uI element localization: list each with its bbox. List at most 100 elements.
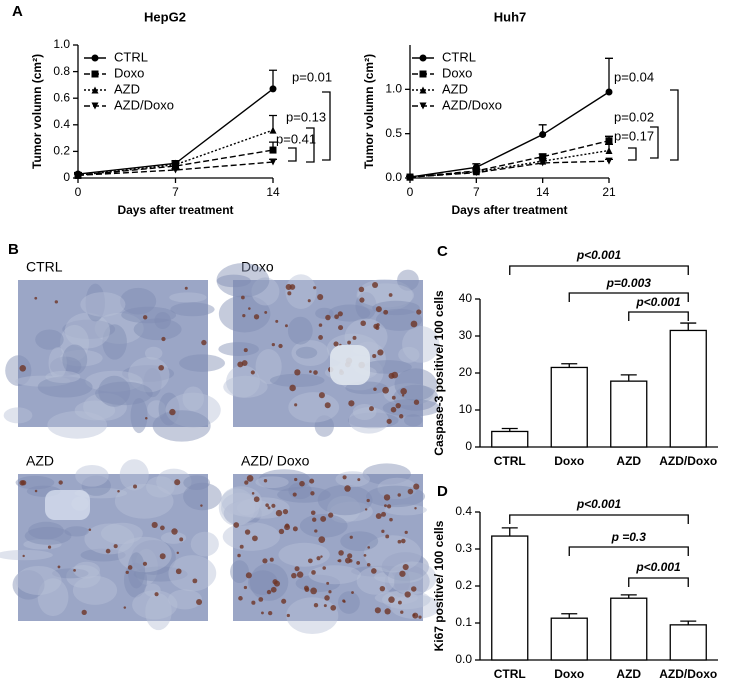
tissue-patch [64,526,89,537]
marker [605,147,613,155]
tissue-patch [168,589,202,610]
p-value: p =0.3 [611,530,647,544]
stained-cell [395,402,401,409]
stained-cell [388,596,395,603]
stained-cell [391,395,396,400]
tissue-patch [85,283,106,322]
stained-cell [233,522,240,528]
stained-cell [133,484,138,489]
bar [491,430,529,448]
tissue-patch [35,329,64,350]
stained-cell [386,418,392,424]
chart-title: HepG2 [144,9,186,24]
stained-cell [158,364,164,371]
legend-marker [419,86,427,94]
micrograph [18,280,208,427]
significance-bracket [568,546,689,556]
stained-cell [352,335,357,340]
stained-cell [358,286,365,293]
stained-cell [386,504,392,509]
tissue-patch [356,566,396,595]
significance-bracket [670,89,679,161]
stained-cell [289,384,296,392]
error-bar [605,57,613,92]
stained-cell [117,489,120,493]
tissue-patch [317,484,373,516]
tissue-patch [120,287,157,315]
stained-cell [154,592,159,597]
stained-cell [274,580,281,587]
tissue-patch [229,499,274,518]
legend-label: Doxo [442,65,472,80]
stained-cell [372,353,377,359]
tissue-patch [131,539,176,575]
tissue-patch [133,566,188,582]
x-tick-label: 7 [473,185,480,199]
stained-cell [171,528,178,535]
stained-cell [413,483,420,490]
stained-cell [414,507,417,510]
stained-cell [241,360,248,366]
stained-cell [324,402,331,409]
tissue-patch [74,400,116,421]
stained-cell [145,416,148,420]
stained-cell [312,517,317,522]
stained-cell [338,325,344,331]
stained-cell [412,612,419,619]
stained-cell [324,595,330,601]
tissue-patch [183,475,211,490]
stained-cell [201,339,207,346]
stained-cell [410,320,418,328]
stained-cell [284,324,288,328]
stained-cell [373,323,379,329]
tissue-patch [52,568,89,579]
tissue-patch [100,522,143,545]
tissue-patch [144,346,163,360]
stained-cell [294,477,298,482]
image-label: CTRL [26,259,63,275]
stained-cell [244,529,251,535]
stained-cell [388,293,393,297]
tissue-patch [348,407,389,434]
y-axis-label: Tumor volumn (cm²) [30,54,44,169]
stained-cell [404,591,411,598]
tissue-patch [117,536,172,573]
stained-cell [330,604,337,611]
stained-cell [384,504,387,508]
y-tick-label: 0 [63,170,70,184]
tissue-patch [335,471,370,488]
tissue-patch [362,360,412,374]
x-tick-label: AZD/Doxo [659,667,717,681]
stained-cell [317,293,324,301]
stained-cell [184,286,188,290]
tissue-patch [218,295,271,333]
panel-label: A [12,3,23,20]
stained-cell [292,526,298,532]
stained-cell [267,506,271,510]
stained-cell [402,563,409,571]
tissue-patch [170,302,215,317]
tissue-patch [152,410,211,442]
stained-cell [366,498,370,503]
significance-bracket [306,127,315,163]
stained-cell [73,568,76,572]
y-tick-label: 0.2 [455,578,472,592]
y-tick-label: 10 [459,402,473,416]
stained-cell [47,545,52,549]
stained-cell [299,480,305,487]
stained-cell [347,340,351,345]
stained-cell [310,510,316,516]
tissue-patch [402,325,440,363]
stained-cell [316,556,321,561]
stained-cell [310,587,317,595]
x-tick-label: Doxo [554,454,584,468]
tissue-patch [375,308,423,331]
stained-cell [243,348,248,353]
stained-cell [88,528,92,531]
stained-cell [275,509,283,517]
stained-cell [287,291,292,296]
stained-cell [311,570,316,575]
tissue-patch [119,459,149,491]
stained-cell [241,295,245,300]
x-tick-label: 0 [75,185,82,199]
